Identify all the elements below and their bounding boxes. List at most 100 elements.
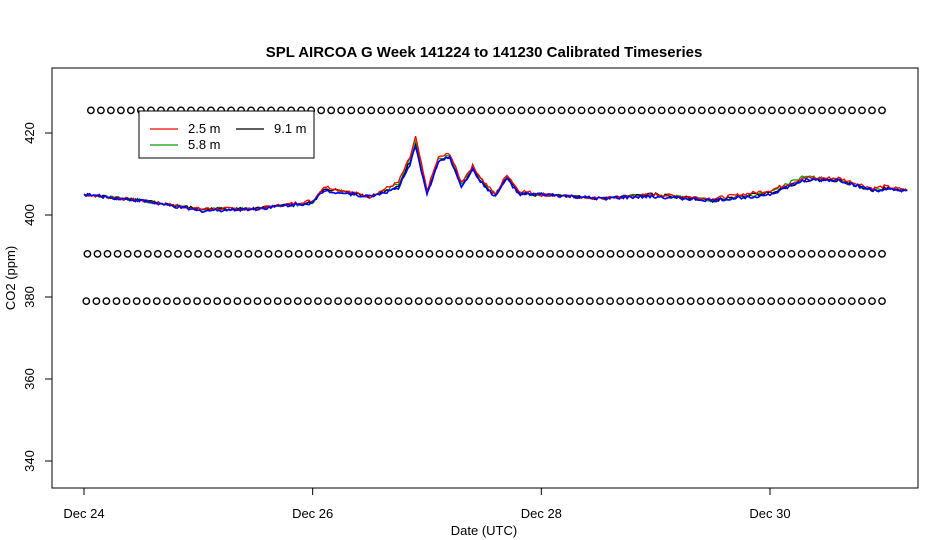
reference-point [243, 297, 252, 305]
reference-point [415, 249, 424, 258]
reference-point [566, 249, 575, 258]
reference-point [737, 297, 745, 305]
reference-point [677, 249, 685, 258]
reference-point [103, 249, 112, 258]
reference-point [87, 106, 95, 115]
reference-point [93, 249, 102, 258]
reference-point [407, 106, 416, 115]
reference-point [82, 297, 91, 305]
reference-point [204, 249, 213, 258]
reference-point [807, 297, 816, 305]
reference-point [868, 249, 876, 258]
reference-point [637, 106, 646, 115]
reference-point [377, 106, 386, 115]
legend-label-2-5m: 2.5 m [188, 121, 221, 136]
reference-point [536, 249, 544, 258]
reference-point [417, 106, 426, 115]
reference-point [344, 249, 353, 258]
reference-point [666, 297, 675, 305]
reference-point [656, 297, 665, 305]
y-tick-label: 340 [22, 450, 37, 472]
reference-point [586, 249, 595, 258]
x-tick-label: Dec 26 [292, 506, 333, 521]
reference-point [404, 297, 413, 305]
reference-point [475, 249, 484, 258]
reference-point [547, 106, 556, 115]
reference-point [214, 249, 223, 258]
reference-point [727, 297, 735, 305]
reference-point [122, 297, 131, 305]
reference-point [107, 106, 115, 115]
reference-point [858, 249, 866, 258]
reference-point [487, 106, 496, 115]
reference-point [837, 249, 846, 258]
reference-point [357, 106, 366, 115]
reference-point [444, 297, 453, 305]
reference-point [223, 297, 232, 305]
reference-point [647, 106, 656, 115]
reference-point [626, 249, 635, 258]
y-axis-label: CO2 (ppm) [3, 246, 18, 310]
reference-point [878, 249, 886, 258]
reference-point [162, 297, 171, 305]
reference-point [497, 106, 506, 115]
reference-point [878, 106, 886, 115]
reference-point [495, 249, 504, 258]
reference-point [264, 249, 273, 258]
legend-label-5-8m: 5.8 m [188, 137, 221, 152]
reference-point [687, 106, 696, 115]
reference-point [577, 106, 586, 115]
reference-point [597, 106, 606, 115]
reference-point [233, 297, 242, 305]
reference-point [153, 249, 162, 258]
reference-point [123, 249, 132, 258]
reference-point [183, 297, 191, 305]
reference-point [337, 106, 346, 115]
reference-point [97, 106, 105, 115]
reference-point [878, 297, 886, 305]
reference-point [666, 249, 675, 258]
reference-point [596, 297, 604, 305]
reference-point [505, 249, 514, 258]
reference-point [797, 297, 806, 305]
reference-point [374, 297, 383, 305]
reference-point [827, 249, 836, 258]
reference-point [314, 249, 323, 258]
reference-point [757, 297, 766, 305]
reference-point [447, 106, 456, 115]
reference-point [455, 249, 464, 258]
reference-point [767, 297, 776, 305]
reference-point [687, 249, 695, 258]
reference-point [485, 249, 494, 258]
reference-point [327, 106, 336, 115]
reference-point [475, 297, 483, 305]
reference-point [365, 249, 373, 258]
reference-point [717, 249, 725, 258]
reference-point [737, 249, 746, 258]
reference-point [434, 297, 443, 305]
reference-point [656, 249, 665, 258]
reference-point [837, 297, 846, 305]
reference-point [384, 297, 393, 305]
reference-point [606, 297, 614, 305]
chart-title: SPL AIRCOA G Week 141224 to 141230 Calib… [266, 44, 703, 61]
reference-point [505, 297, 514, 305]
reference-point [868, 297, 876, 305]
reference-point [344, 297, 353, 305]
reference-point [858, 106, 866, 115]
reference-point [244, 249, 253, 258]
reference-point [616, 249, 625, 258]
reference-point [797, 249, 806, 258]
reference-point [355, 249, 363, 258]
reference-point [347, 106, 356, 115]
reference-point [657, 106, 666, 115]
reference-point [293, 297, 302, 305]
reference-point [194, 249, 203, 258]
reference-point [707, 106, 716, 115]
reference-point [253, 297, 262, 305]
reference-point [387, 106, 396, 115]
reference-point [696, 297, 705, 305]
reference-point [546, 249, 554, 258]
reference-point [727, 249, 736, 258]
